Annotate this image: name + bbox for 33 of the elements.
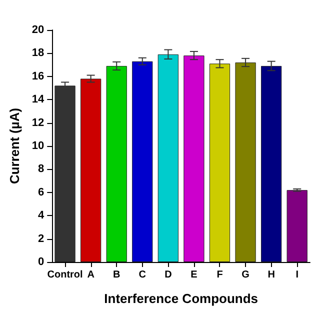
y-tick-label: 12 bbox=[32, 116, 44, 129]
bar bbox=[158, 54, 178, 262]
bar bbox=[261, 66, 282, 262]
y-tick-label: 4 bbox=[38, 210, 46, 222]
x-tick-label: D bbox=[164, 270, 172, 280]
x-tick-label: Control bbox=[47, 270, 84, 280]
bar bbox=[184, 56, 204, 262]
y-tick-label: 16 bbox=[32, 70, 44, 82]
y-tick-label: 10 bbox=[32, 140, 44, 152]
x-tick-label: G bbox=[242, 270, 250, 280]
x-tick-label: A bbox=[87, 270, 94, 280]
bar bbox=[235, 62, 256, 262]
y-tick-label: 20 bbox=[32, 24, 44, 36]
x-tick-label: B bbox=[112, 270, 120, 280]
y-tick-label: 6 bbox=[38, 186, 44, 198]
x-tick-label: E bbox=[190, 270, 198, 280]
bar bbox=[209, 64, 230, 262]
y-tick-label: 0 bbox=[38, 256, 44, 268]
y-tick-label: 8 bbox=[38, 163, 44, 176]
bar bbox=[132, 61, 153, 262]
y-tick-label: 14 bbox=[32, 94, 46, 106]
bar bbox=[80, 78, 102, 262]
bar bbox=[54, 86, 76, 262]
x-tick-label: H bbox=[268, 270, 275, 280]
x-axis-title: Interference Compounds bbox=[104, 291, 258, 306]
x-tick-label: I bbox=[296, 270, 299, 280]
bar bbox=[106, 66, 127, 262]
y-tick-label: 2 bbox=[38, 232, 44, 245]
x-tick-label: F bbox=[216, 270, 223, 280]
y-axis-title: Current (µA) bbox=[7, 108, 22, 184]
bar bbox=[286, 190, 308, 262]
y-tick-label: 18 bbox=[32, 47, 44, 60]
x-tick-label: C bbox=[138, 270, 146, 280]
